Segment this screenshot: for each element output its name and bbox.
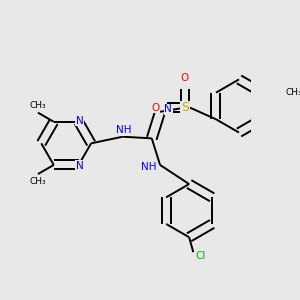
Text: Cl: Cl xyxy=(196,250,206,260)
Text: S: S xyxy=(181,101,189,114)
Text: N: N xyxy=(76,116,83,126)
Text: O: O xyxy=(181,73,189,83)
Text: N: N xyxy=(164,104,172,114)
Text: CH₃: CH₃ xyxy=(30,177,46,186)
Text: O: O xyxy=(151,103,159,112)
Text: CH₃: CH₃ xyxy=(30,101,46,110)
Text: NH: NH xyxy=(141,162,156,172)
Text: CH₃: CH₃ xyxy=(285,88,300,97)
Text: N: N xyxy=(76,161,83,171)
Text: NH: NH xyxy=(116,125,131,135)
